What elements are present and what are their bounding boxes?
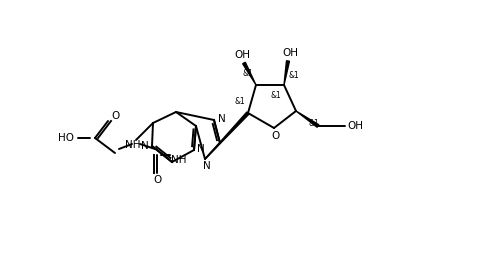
Text: O: O (112, 111, 120, 121)
Text: &1: &1 (235, 96, 245, 106)
Polygon shape (205, 112, 249, 159)
Text: OH: OH (282, 48, 298, 58)
Polygon shape (284, 61, 290, 85)
Text: N: N (141, 141, 149, 151)
Text: &1: &1 (289, 70, 299, 80)
Text: O: O (153, 175, 161, 185)
Text: O: O (271, 131, 279, 141)
Text: &1: &1 (270, 91, 281, 99)
Text: NH: NH (125, 140, 141, 150)
Text: NH: NH (171, 155, 187, 165)
Polygon shape (242, 62, 256, 85)
Text: N: N (197, 144, 205, 154)
Text: N: N (218, 114, 226, 124)
Polygon shape (296, 111, 319, 127)
Text: N: N (203, 161, 211, 171)
Text: HO: HO (58, 133, 74, 143)
Text: OH: OH (347, 121, 363, 131)
Text: &1: &1 (242, 69, 254, 77)
Text: OH: OH (234, 50, 250, 60)
Text: &1: &1 (308, 118, 320, 128)
